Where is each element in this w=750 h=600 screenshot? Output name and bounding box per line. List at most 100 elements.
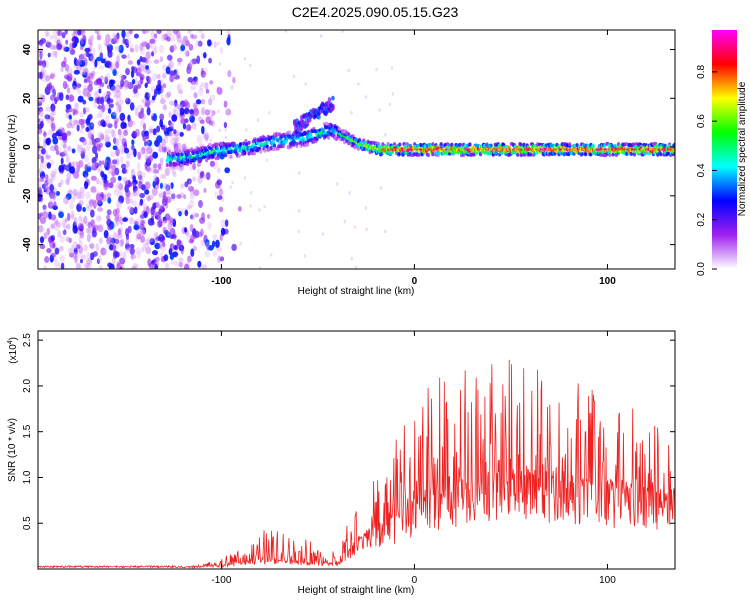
spectrogram-cell	[95, 78, 102, 83]
spectrogram-cell	[87, 131, 93, 139]
spectrogram-x-tick-label: 100	[599, 276, 616, 287]
spectrogram-cell	[78, 144, 83, 150]
spectrogram-cell	[225, 108, 232, 116]
spectrogram-cell	[113, 137, 117, 145]
spectrogram-cell	[131, 131, 138, 138]
spectrogram-cell	[50, 214, 57, 221]
spectrogram-cell	[112, 250, 118, 259]
snr-y-tick-label: 1.5	[22, 424, 33, 438]
spectrogram-cell	[165, 187, 169, 195]
spectrogram-cell	[144, 30, 150, 34]
spectrogram-cell	[107, 49, 113, 58]
spectrogram-cell	[59, 255, 65, 262]
spectrogram-cell	[172, 136, 179, 142]
spectrogram-cell	[93, 224, 99, 232]
spectrogram-cell	[100, 133, 105, 141]
spectrogram-cell	[171, 44, 177, 51]
spectrogram-cell	[272, 143, 277, 148]
spectrogram-cell	[112, 133, 116, 140]
spectrogram-cell	[187, 77, 194, 83]
spectrogram-cell	[146, 139, 153, 147]
spectrogram-cell	[75, 59, 80, 66]
spectrogram-cell	[155, 74, 161, 80]
spectrogram-cell	[165, 231, 172, 238]
spectrogram-cell	[79, 60, 86, 67]
spectrogram-cell	[151, 115, 155, 121]
spectrogram-cell	[145, 246, 152, 255]
spectrogram-cell	[108, 103, 114, 109]
spectrogram-cell	[330, 124, 334, 129]
spectrogram-cell	[159, 157, 164, 166]
spectrogram-cell	[46, 162, 52, 169]
spectrogram-cell	[167, 149, 172, 154]
spectrogram-cell	[88, 96, 94, 102]
spectrogram-cell	[184, 227, 188, 233]
spectrogram-cell	[84, 174, 89, 183]
spectrogram-cell	[86, 76, 91, 83]
spectrogram-cell	[426, 153, 431, 158]
spectrogram-cell	[189, 194, 195, 200]
spectrogram-cell	[142, 30, 147, 35]
spectrogram-cell	[74, 254, 78, 264]
spectrogram-cell	[84, 47, 91, 53]
spectrogram-cell	[109, 84, 116, 91]
spectrogram-cell	[130, 168, 135, 177]
colorbar-tick-label: 0.2	[696, 212, 707, 226]
spectrogram-cell	[315, 137, 319, 142]
spectrogram-cell	[327, 135, 331, 140]
spectrogram-cell	[244, 138, 248, 143]
spectrogram-cell	[218, 62, 222, 66]
spectrogram-cell	[147, 76, 152, 85]
spectrogram-cell	[103, 39, 108, 47]
spectrogram-cell	[117, 128, 122, 136]
spectrogram-cell	[54, 259, 59, 268]
spectrogram-cell	[208, 98, 213, 106]
spectrogram-cell	[95, 152, 99, 159]
spectrogram-cell	[207, 221, 212, 230]
spectrogram-cell	[124, 96, 128, 102]
spectrogram-cell	[76, 83, 82, 88]
spectrogram-cell	[156, 135, 163, 144]
spectrogram-cell	[103, 159, 108, 167]
spectrogram-cell	[150, 30, 155, 39]
spectrogram-cell	[145, 58, 152, 66]
spectrogram-cell	[134, 107, 139, 116]
spectrogram-cell	[331, 103, 335, 109]
spectrogram-cell	[77, 30, 82, 36]
spectrogram-cell	[324, 121, 329, 126]
spectrogram-cell	[170, 133, 174, 140]
spectrogram-cell	[220, 227, 226, 236]
spectrogram-cell	[59, 235, 65, 243]
spectrogram-cell	[115, 61, 120, 69]
spectrogram-cell	[71, 123, 75, 129]
spectrogram-cell	[96, 31, 101, 41]
spectrogram-cell	[317, 114, 321, 120]
spectrogram-cell	[52, 30, 57, 39]
spectrogram-cell	[90, 72, 94, 80]
spectrogram-cell	[390, 66, 394, 70]
spectrogram-cell	[519, 142, 523, 147]
spectrogram-cell	[46, 247, 52, 254]
spectrogram-cell	[198, 88, 204, 97]
spectrogram-cell	[113, 37, 117, 43]
spectrogram-cell	[100, 191, 104, 198]
spectrogram-cell	[71, 85, 78, 92]
spectrogram-cell	[186, 204, 192, 210]
spectrogram-cell	[45, 106, 52, 112]
spectrogram-cell	[38, 109, 44, 118]
spectrogram-cell	[100, 106, 106, 113]
spectrogram-cell	[69, 95, 75, 102]
spectrogram-cell	[138, 175, 143, 181]
spectrogram-cell	[41, 94, 46, 103]
spectrogram-cell	[67, 212, 71, 221]
spectrogram-cell	[79, 186, 85, 194]
spectrogram-cell	[128, 217, 135, 225]
spectrogram-cell	[78, 215, 83, 223]
spectrogram-cell	[332, 130, 336, 135]
spectrogram-cell	[80, 37, 84, 45]
spectrogram-cell	[126, 37, 131, 45]
spectrogram-cell	[100, 119, 106, 127]
spectrogram-cell	[133, 33, 139, 39]
spectrogram-cell	[159, 98, 166, 105]
spectrogram-cell	[90, 34, 95, 40]
